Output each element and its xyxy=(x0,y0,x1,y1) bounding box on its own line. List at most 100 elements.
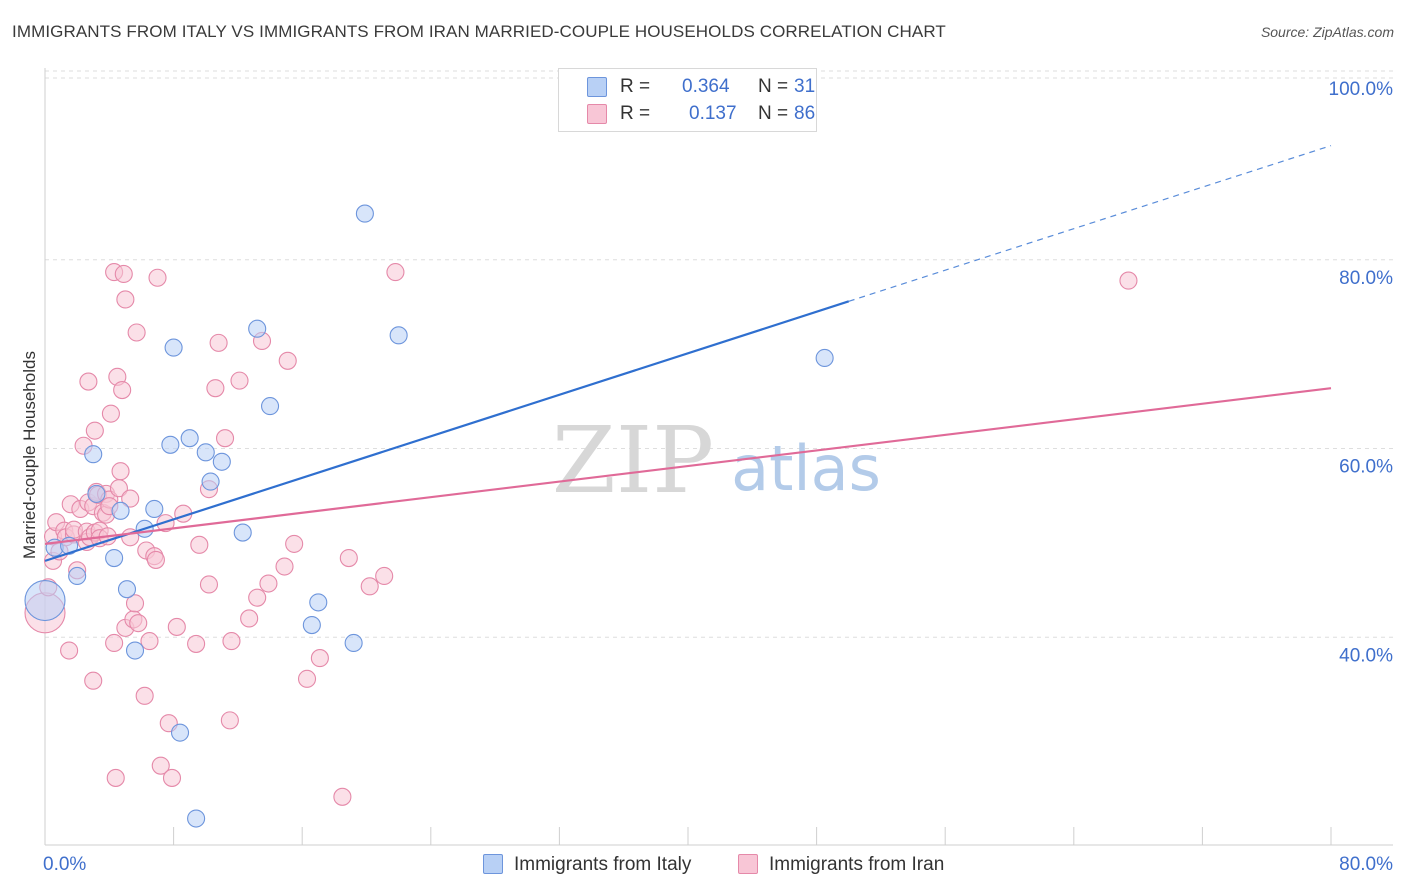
data-point-iran xyxy=(125,594,145,613)
data-point-italy xyxy=(117,580,137,599)
data-point-iran xyxy=(127,323,146,342)
data-point-iran xyxy=(386,263,405,282)
data-point-iran xyxy=(285,534,304,553)
series-legend: Immigrants from Italy Immigrants from Ir… xyxy=(0,852,1406,878)
trend-lines xyxy=(44,145,1332,562)
legend-swatch-italy xyxy=(483,854,503,874)
data-point-italy xyxy=(164,338,183,357)
data-point-iran xyxy=(199,575,219,594)
y-axis-label: Married-couple Households xyxy=(20,351,39,559)
legend-r-value-italy: 0.364 xyxy=(682,76,730,97)
trend-line-italy xyxy=(44,300,850,562)
data-point-italy xyxy=(212,452,231,471)
data-point-iran xyxy=(156,514,175,533)
data-point-iran xyxy=(275,557,294,576)
data-point-iran xyxy=(230,371,249,390)
y-tick-label: 60.0% xyxy=(1339,457,1393,478)
data-point-italy xyxy=(309,593,328,612)
data-point-iran xyxy=(209,333,228,352)
data-point-italy xyxy=(161,435,180,454)
legend-r-label: R = xyxy=(620,76,651,97)
data-point-italy xyxy=(196,443,215,462)
data-point-iran xyxy=(297,669,317,688)
data-point-iran xyxy=(167,617,186,636)
data-point-iran xyxy=(333,787,352,806)
data-point-iran xyxy=(222,632,241,651)
data-point-italy xyxy=(125,641,145,660)
data-point-italy xyxy=(233,523,252,542)
data-point-iran xyxy=(259,574,278,593)
data-point-italy xyxy=(180,429,199,448)
data-point-iran xyxy=(146,550,165,569)
data-point-iran xyxy=(105,633,124,653)
data-point-iran xyxy=(116,290,135,309)
data-point-iran xyxy=(375,566,394,586)
data-point-iran xyxy=(106,768,125,787)
data-point-iran xyxy=(148,268,167,287)
data-point-iran xyxy=(240,609,259,628)
data-point-iran xyxy=(111,462,130,481)
data-point-iran xyxy=(1119,271,1138,290)
legend-swatch-iran xyxy=(738,854,758,874)
data-point-italy xyxy=(68,566,87,586)
data-point-italy xyxy=(344,633,363,653)
data-point-italy xyxy=(24,579,66,622)
tick-labels: 100.0% 80.0% 60.0% 40.0% 0.0% 80.0% xyxy=(43,79,1393,875)
legend-swatch-italy xyxy=(587,77,607,97)
data-point-italy xyxy=(248,319,267,338)
legend-n-label: N = xyxy=(758,76,789,97)
data-point-italy xyxy=(87,484,106,503)
data-point-iran xyxy=(215,429,235,448)
data-point-italy xyxy=(260,397,280,416)
data-point-iran xyxy=(151,756,170,775)
legend-r-value-iran: 0.137 xyxy=(689,103,737,124)
data-points xyxy=(24,204,1138,828)
data-point-iran xyxy=(339,548,358,568)
data-point-iran xyxy=(206,379,225,398)
data-point-iran xyxy=(60,641,79,660)
legend-label-italy: Immigrants from Italy xyxy=(514,854,692,875)
data-point-italy xyxy=(105,548,124,568)
watermark-zip: ZIP xyxy=(552,407,714,514)
data-point-iran xyxy=(129,614,148,633)
y-tick-label: 80.0% xyxy=(1339,268,1393,289)
data-point-italy xyxy=(187,809,206,828)
data-point-iran xyxy=(187,634,206,653)
data-point-iran xyxy=(278,351,297,370)
y-tick-label: 100.0% xyxy=(1329,79,1394,100)
data-point-iran xyxy=(121,489,140,508)
x-tick-label: 80.0% xyxy=(1339,854,1393,875)
data-point-italy xyxy=(170,723,190,742)
source-label: Source: ZipAtlas.com xyxy=(1260,24,1394,40)
trend-line-iran xyxy=(44,387,1332,545)
x-tick-label: 0.0% xyxy=(43,854,86,875)
y-tick-label: 40.0% xyxy=(1339,645,1393,666)
data-point-iran xyxy=(85,421,104,440)
trend-line-italy-extension xyxy=(848,145,1332,302)
data-point-italy xyxy=(201,472,220,491)
data-point-iran xyxy=(114,264,133,284)
data-point-italy xyxy=(355,204,374,223)
legend-n-value-iran: 86 xyxy=(794,103,816,124)
data-point-iran xyxy=(360,577,379,596)
data-point-italy xyxy=(389,326,408,345)
watermark-atlas: atlas xyxy=(731,432,881,505)
legend-label-iran: Immigrants from Iran xyxy=(769,854,945,875)
data-point-italy xyxy=(111,501,130,520)
legend-n-value-italy: 31 xyxy=(794,76,816,97)
data-point-italy xyxy=(815,348,834,368)
data-point-italy xyxy=(145,499,164,519)
chart-title: IMMIGRANTS FROM ITALY VS IMMIGRANTS FROM… xyxy=(12,22,946,41)
data-point-iran xyxy=(79,372,98,391)
data-point-iran xyxy=(220,711,239,730)
data-point-iran xyxy=(135,686,154,705)
data-point-iran xyxy=(113,381,132,400)
data-point-iran xyxy=(101,404,120,423)
grid-lines xyxy=(45,70,1393,638)
data-point-iran xyxy=(190,535,209,554)
legend-n-label: N = xyxy=(758,103,789,124)
legend-swatch-iran xyxy=(587,104,607,124)
legend-r-label: R = xyxy=(620,103,651,124)
correlation-legend: R = 0.364 N = 31 R = 0.137 N = 86 xyxy=(558,68,817,132)
